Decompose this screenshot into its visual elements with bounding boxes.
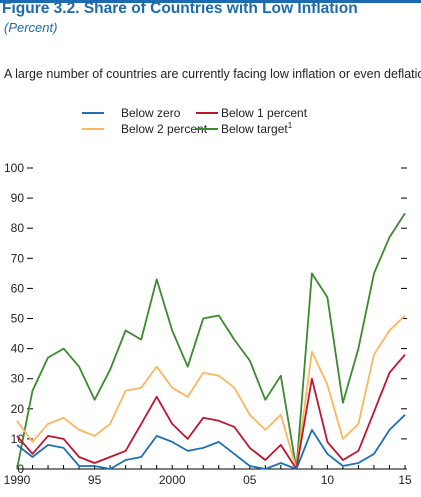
legend-label: Below 1 percent xyxy=(221,106,308,120)
x-tick-label: 05 xyxy=(243,473,257,487)
y-tick-label: 90 xyxy=(11,191,25,205)
x-tick-label: 2000 xyxy=(159,473,186,487)
figure-title: Figure 3.2. Share of Countries with Low … xyxy=(2,0,358,17)
x-tick-label: 1990 xyxy=(4,473,31,487)
y-tick-label: 40 xyxy=(11,342,25,356)
series-line-2 xyxy=(16,314,406,470)
x-tick-label: 15 xyxy=(398,473,412,487)
y-tick-label: 50 xyxy=(11,312,25,326)
y-tick-label: 80 xyxy=(11,221,25,235)
series-line-3 xyxy=(16,212,406,470)
y-tick-label: 20 xyxy=(11,402,25,416)
legend-label: Below target1 xyxy=(221,121,293,136)
legend-label: Below 2 percent xyxy=(121,122,208,136)
legend-label: Below zero xyxy=(121,106,181,120)
y-tick-label: 30 xyxy=(11,372,25,386)
top-rule xyxy=(0,0,421,3)
x-tick-label: 10 xyxy=(321,473,335,487)
y-tick-label: 60 xyxy=(11,281,25,295)
y-tick-label: 70 xyxy=(11,251,25,265)
y-tick-label: 10 xyxy=(11,432,25,446)
series-line-1 xyxy=(16,354,406,470)
series-line-0 xyxy=(16,414,406,470)
legend-superscript: 1 xyxy=(288,121,293,130)
y-tick-label: 100 xyxy=(4,161,24,175)
figure-subtitle: A large number of countries are currentl… xyxy=(4,67,421,81)
figure-unit: (Percent) xyxy=(4,20,58,35)
y-tick-label: 0 xyxy=(17,462,24,476)
x-tick-label: 95 xyxy=(88,473,102,487)
